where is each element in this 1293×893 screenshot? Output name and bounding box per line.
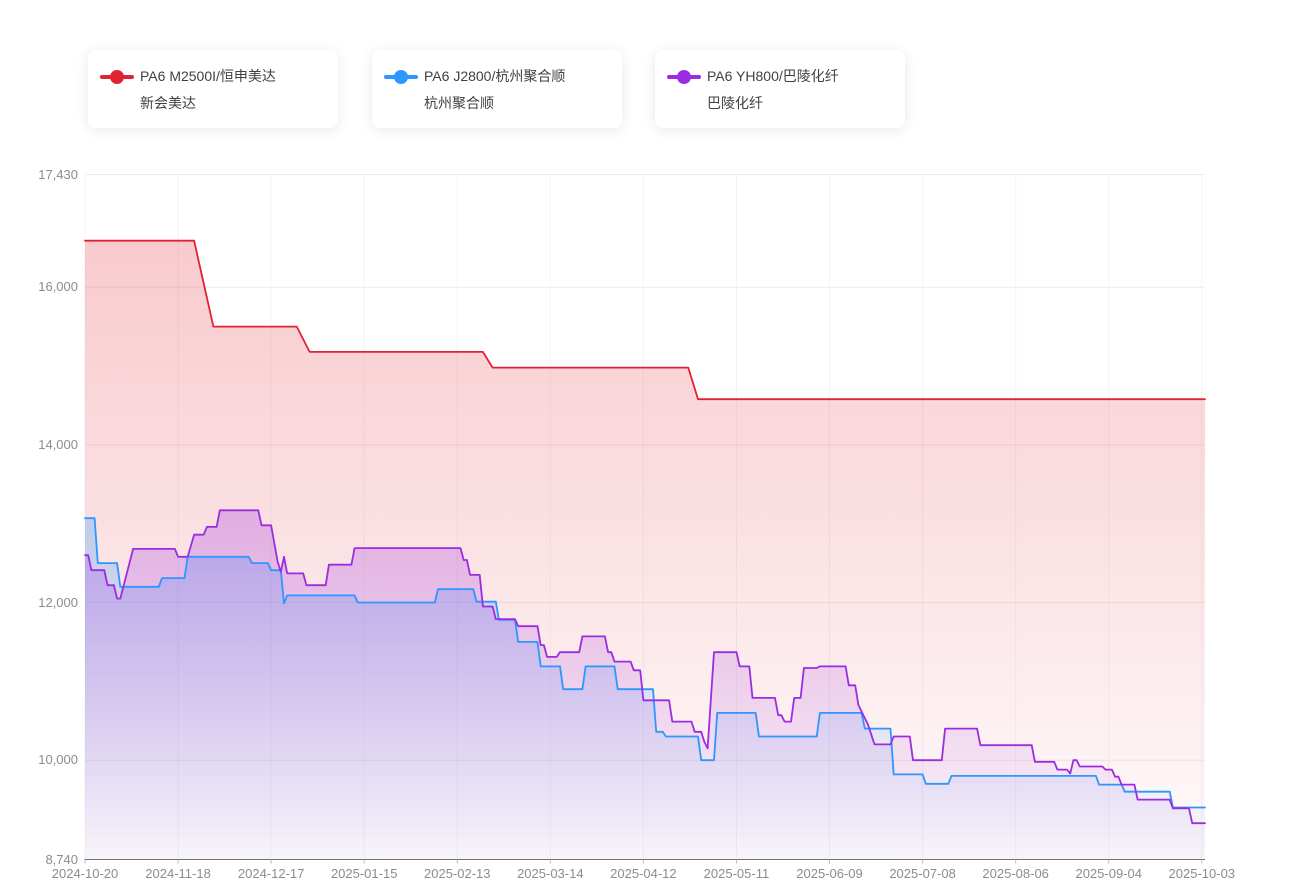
- x-axis-label: 2024-10-20: [51, 866, 119, 881]
- legend-item-pa6-yh800[interactable]: PA6 YH800/巴陵化纤 巴陵化纤: [655, 50, 905, 128]
- x-axis-label: 2025-08-06: [982, 866, 1049, 881]
- y-axis-label: 17,430: [38, 166, 78, 182]
- x-axis-label: 2024-11-18: [145, 866, 211, 881]
- series-line-dot-icon: [100, 63, 134, 91]
- y-axis-label: 8,740: [45, 851, 78, 867]
- legend-label-line1: PA6 J2800/杭州聚合顺: [424, 68, 566, 84]
- x-axis-label: 2025-05-11: [703, 866, 770, 881]
- y-axis-label: 16,000: [38, 279, 78, 295]
- x-axis-label: 2025-02-13: [424, 866, 491, 881]
- x-axis-label: 2025-01-15: [330, 866, 398, 881]
- legend-label-line1: PA6 YH800/巴陵化纤: [707, 68, 839, 84]
- series-line-0: [84, 239, 1206, 401]
- series-line-dot-icon: [384, 63, 418, 91]
- series-area-2: [85, 510, 1205, 860]
- y-axis-label: 12,000: [38, 594, 78, 610]
- legend-label-line2: 巴陵化纤: [707, 95, 763, 111]
- legend-label-line2: 新会美达: [140, 95, 196, 111]
- series-line-1: [84, 517, 1206, 809]
- x-axis-label: 2025-03-14: [517, 866, 584, 881]
- y-axis-label: 10,000: [38, 752, 78, 768]
- x-axis-label: 2025-10-03: [1168, 866, 1236, 881]
- y-axis-label: 14,000: [38, 436, 78, 452]
- legend-label-line2: 杭州聚合顺: [424, 95, 494, 111]
- legend-item-pa6-j2800[interactable]: PA6 J2800/杭州聚合顺 杭州聚合顺: [372, 50, 622, 128]
- x-axis-label: 2025-07-08: [889, 866, 956, 881]
- x-axis-label: 2025-09-04: [1075, 866, 1142, 881]
- x-axis-label: 2024-12-17: [237, 866, 305, 881]
- legend-label-line1: PA6 M2500I/恒申美达: [140, 68, 276, 84]
- x-axis-label: 2025-06-09: [796, 866, 863, 881]
- series-line-dot-icon: [667, 63, 701, 91]
- legend-item-pa6-m2500i[interactable]: PA6 M2500I/恒申美达 新会美达: [88, 50, 338, 128]
- x-axis-label: 2025-04-12: [610, 866, 677, 881]
- series-line-2: [84, 509, 1206, 825]
